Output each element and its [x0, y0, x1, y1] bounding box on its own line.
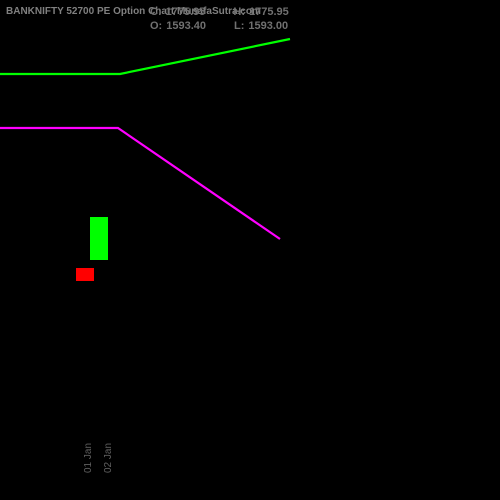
xtick-label-1: 02 Jan [103, 443, 114, 473]
trend-lines-layer [0, 0, 500, 500]
option-chart: BANKNIFTY 52700 PE Option Chart MunafaSu… [0, 0, 500, 500]
trend-line-lower [0, 128, 280, 239]
xtick-label-0: 01 Jan [83, 443, 94, 473]
candle-0 [90, 217, 108, 260]
trend-line-upper [0, 39, 290, 74]
candle-1 [76, 268, 94, 281]
